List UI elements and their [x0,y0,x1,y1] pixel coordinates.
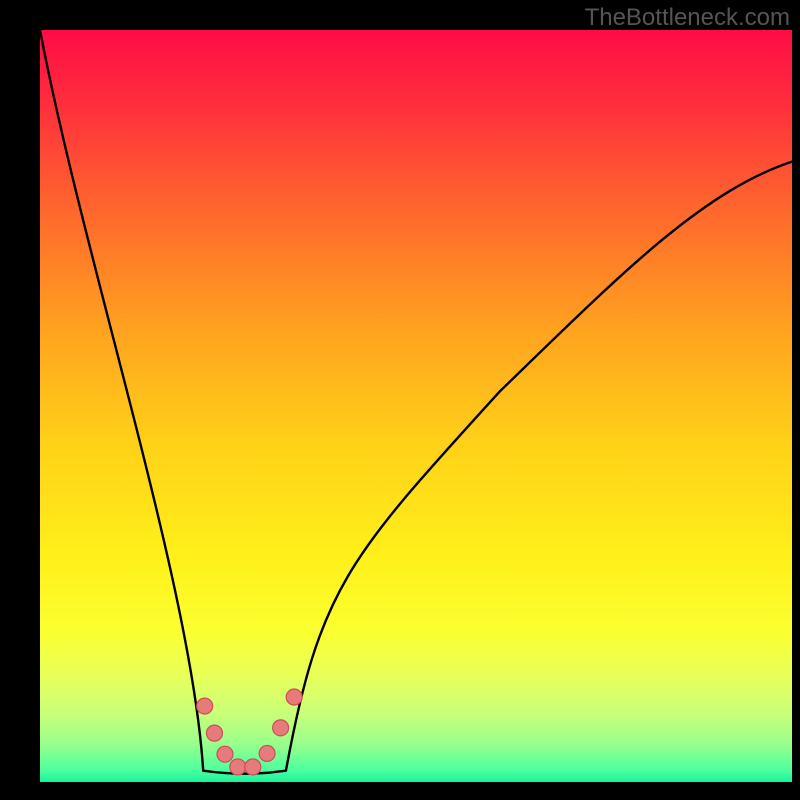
gradient-background [40,30,792,782]
bottleneck-marker [245,759,261,775]
bottleneck-marker [230,759,246,775]
bottleneck-marker [259,745,275,761]
bottleneck-marker [273,720,289,736]
watermark-text: TheBottleneck.com [585,4,790,32]
bottleneck-chart [0,0,800,800]
chart-container: TheBottleneck.com [0,0,800,800]
bottleneck-marker [197,698,213,714]
bottleneck-marker [286,689,302,705]
bottleneck-marker [206,725,222,741]
bottleneck-marker [217,746,233,762]
